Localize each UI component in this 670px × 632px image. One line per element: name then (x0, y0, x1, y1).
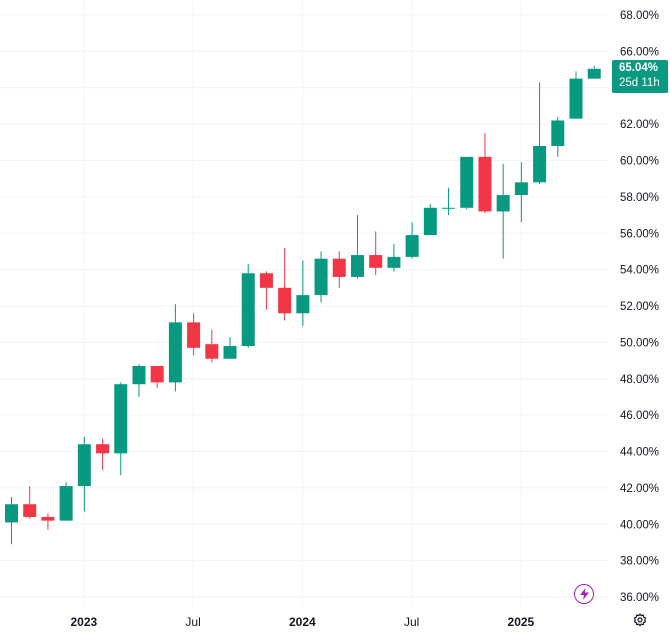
candle-body (551, 120, 565, 146)
candle-body (442, 207, 456, 209)
candle-body (59, 486, 73, 521)
candle-body (387, 256, 401, 268)
y-tick-label: 52.00% (620, 301, 659, 313)
y-tick-label: 38.00% (620, 556, 659, 568)
candle-body (150, 366, 164, 383)
candle-countdown-label: 25d 11h (619, 77, 660, 89)
candle (369, 231, 383, 276)
candle (168, 304, 182, 392)
x-tick-label: 2024 (289, 615, 316, 629)
lightning-bolt-icon[interactable] (574, 584, 594, 604)
y-tick-label: 46.00% (620, 410, 659, 422)
y-tick-label: 40.00% (620, 519, 659, 531)
candle (587, 65, 601, 79)
x-tick-label: Jul (185, 615, 200, 629)
candle (205, 329, 219, 363)
candle-body (23, 504, 37, 517)
candle (533, 82, 547, 185)
candle (514, 162, 528, 223)
y-tick-label: 60.00% (620, 156, 659, 168)
y-axis: 68.00%66.00%64.00%62.00%60.00%58.00%56.0… (620, 10, 659, 604)
y-tick-label: 50.00% (620, 337, 659, 349)
y-tick-label: 42.00% (620, 483, 659, 495)
y-tick-label: 36.00% (620, 592, 659, 604)
candle-body (514, 182, 528, 196)
candle (96, 438, 110, 470)
candle (5, 496, 18, 545)
candle (314, 251, 328, 303)
x-tick-label: 2023 (70, 615, 97, 629)
candle (460, 156, 474, 210)
candle (223, 336, 237, 359)
y-tick-label: 66.00% (620, 46, 659, 58)
candle-body (41, 516, 55, 521)
candle (150, 366, 164, 388)
candle-body (460, 156, 474, 208)
candle (387, 244, 401, 272)
candle-body (278, 287, 292, 314)
candle-body (187, 322, 201, 348)
candles (5, 65, 601, 545)
candle-body (223, 346, 237, 359)
candle (259, 271, 273, 310)
candle (77, 436, 91, 512)
candle-body (478, 156, 492, 212)
candle-body (587, 68, 601, 79)
candle-body (77, 444, 91, 487)
candle (442, 187, 456, 216)
candle (496, 164, 510, 259)
last-price-badge: 65.04% 25d 11h (612, 60, 668, 93)
candle (241, 264, 255, 348)
candle-body (259, 273, 273, 288)
candle-body (496, 195, 510, 212)
y-tick-label: 58.00% (620, 192, 659, 204)
candle-body (350, 255, 364, 277)
candle-body (296, 295, 310, 314)
candle (114, 382, 128, 476)
candle (423, 204, 437, 236)
y-tick-label: 48.00% (620, 374, 659, 386)
candle-body (423, 207, 437, 236)
candle (132, 364, 146, 397)
candle-body (369, 255, 383, 268)
candle-body (241, 273, 255, 347)
candle-body (332, 258, 346, 277)
candle-body (96, 444, 110, 454)
x-tick-label: Jul (404, 615, 419, 629)
candle (187, 313, 201, 356)
candle (569, 71, 583, 119)
x-tick-label: 2025 (508, 615, 535, 629)
candle (41, 513, 55, 530)
candle (551, 116, 565, 157)
candle-body (168, 322, 182, 383)
candle-body (405, 235, 419, 257)
candle (478, 133, 492, 214)
candle (59, 482, 73, 521)
candle-body (132, 366, 146, 385)
y-tick-label: 56.00% (620, 228, 659, 240)
last-price-label: 65.04% (619, 62, 659, 74)
candle-body (533, 145, 547, 183)
candle (332, 251, 346, 288)
gear-icon[interactable] (632, 612, 648, 628)
candle-body (5, 504, 18, 523)
candle-body (569, 78, 583, 119)
candle-body (205, 344, 219, 359)
candle (350, 215, 364, 279)
grid-lines (0, 0, 608, 606)
candle (296, 260, 310, 327)
y-tick-label: 54.00% (620, 265, 659, 277)
y-tick-label: 68.00% (620, 10, 659, 22)
candle (23, 486, 37, 519)
y-tick-label: 62.00% (620, 119, 659, 131)
candle (405, 222, 419, 259)
candle-body (314, 258, 328, 296)
x-axis: 2023 Jul 2024 Jul 2025 (70, 615, 534, 629)
y-tick-label: 44.00% (620, 447, 659, 459)
candle-body (114, 384, 128, 454)
candle (278, 247, 292, 321)
